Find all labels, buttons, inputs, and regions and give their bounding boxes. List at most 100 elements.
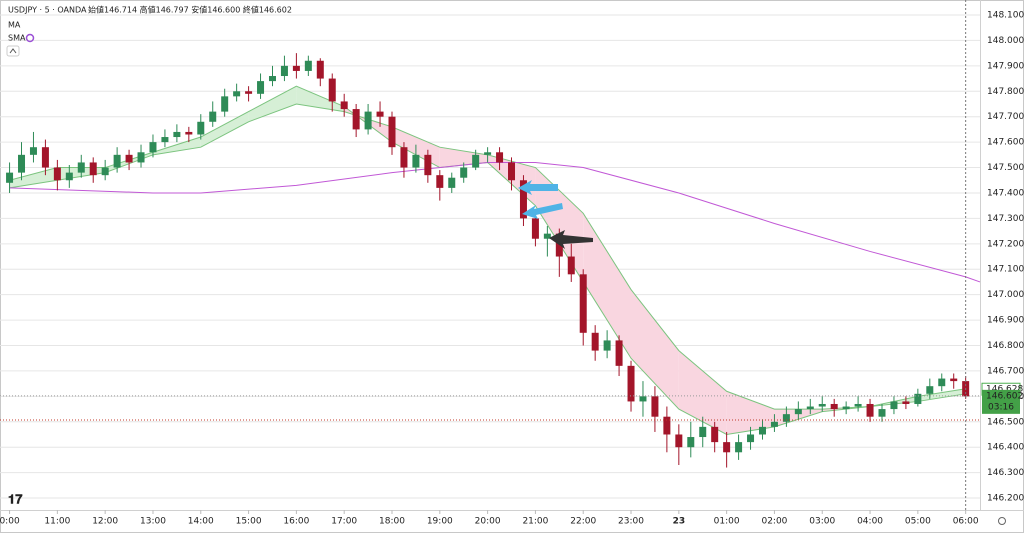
candle-body	[627, 365, 635, 402]
candle-body	[651, 396, 659, 417]
candle-body	[830, 403, 838, 410]
collapse-icon	[9, 48, 17, 54]
indicator-line	[9, 161, 981, 283]
indicator-label[interactable]: MA	[8, 21, 21, 30]
y-tick-label: 146.200	[987, 494, 1024, 504]
x-tick-label: 04:00	[857, 517, 883, 527]
x-tick-label: 01:00	[714, 517, 740, 527]
candle-body	[352, 109, 360, 130]
y-tick-label: 146.400	[987, 443, 1024, 453]
candle-body	[508, 162, 516, 181]
candle-body	[938, 378, 946, 387]
x-tick-label: 21:00	[522, 517, 548, 527]
candle-body	[758, 426, 766, 435]
y-tick-label: 146.800	[987, 341, 1024, 351]
x-tick-label: 20:00	[475, 517, 501, 527]
y-tick-label: 146.900	[987, 316, 1024, 326]
y-tick-label: 147.800	[987, 87, 1024, 97]
candle-body	[101, 167, 109, 176]
collapse-button[interactable]	[6, 45, 20, 57]
candle-body	[472, 154, 480, 168]
price-tag-label: 146.628	[986, 385, 1023, 395]
ribbon-fill	[583, 213, 632, 359]
candle-body	[316, 60, 324, 79]
indicator-label[interactable]: SMA	[8, 34, 26, 43]
candle-body	[615, 340, 623, 366]
settings-button[interactable]	[998, 517, 1006, 525]
indicator-icon[interactable]	[25, 33, 35, 43]
x-tick-label: 03:00	[809, 517, 835, 527]
candle-body	[902, 401, 910, 404]
candle-body	[687, 437, 695, 448]
candle-body	[18, 154, 26, 173]
y-tick-label: 147.500	[987, 163, 1024, 173]
y-tick-label: 146.500	[987, 417, 1024, 427]
ribbon-fill	[248, 86, 297, 122]
candle-body	[950, 378, 958, 382]
candle-body	[268, 76, 276, 82]
y-tick-label: 147.000	[987, 290, 1024, 300]
y-tick-label: 147.300	[987, 214, 1024, 224]
x-tick-label: 0:00	[0, 517, 20, 527]
candle-body	[699, 426, 707, 438]
y-tick-label: 147.400	[987, 188, 1024, 198]
candle-body	[41, 147, 49, 168]
candle-body	[639, 396, 647, 402]
candle-body	[412, 154, 420, 168]
candle-body	[376, 111, 384, 117]
candle-body	[782, 414, 790, 422]
candle-body	[280, 65, 288, 77]
x-tick-label: 19:00	[427, 517, 453, 527]
last-price-label: 146.602	[986, 391, 1023, 401]
candle-body	[233, 91, 241, 97]
candle-body	[364, 111, 372, 130]
candle-body	[603, 340, 611, 351]
candle-body	[304, 60, 312, 71]
candle-body	[890, 401, 898, 410]
candle-body	[424, 154, 432, 176]
ohlc-label: 始値146.714 高値146.797 安値146.600 終値146.602	[88, 5, 292, 15]
candle-body	[65, 172, 73, 181]
candle-body	[663, 416, 671, 435]
x-tick-label: 22:00	[570, 517, 596, 527]
candle-body	[149, 142, 157, 153]
candle-body	[866, 403, 874, 417]
symbol-label: USDJPY · 5 · OANDA	[8, 6, 87, 15]
x-tick-label: 18:00	[379, 517, 405, 527]
y-tick-label: 147.700	[987, 112, 1024, 122]
logo: 𝟏𝟕	[8, 493, 23, 508]
x-tick-label: 06:00	[953, 517, 979, 527]
candle-body	[77, 162, 85, 173]
candle-body	[400, 147, 408, 168]
arrow	[522, 203, 563, 219]
candle-body	[735, 442, 743, 453]
candle-body	[591, 332, 599, 351]
candle-body	[747, 434, 755, 443]
candle-body	[878, 409, 886, 417]
y-tick-label: 148.000	[987, 36, 1024, 46]
candle-body	[531, 218, 539, 239]
candle-body	[818, 403, 826, 407]
candle-body	[137, 152, 145, 163]
candle-body	[806, 406, 814, 410]
candle-body	[125, 154, 133, 163]
x-tick-label: 15:00	[236, 517, 262, 527]
candle-body	[579, 274, 587, 333]
y-tick-label: 147.100	[987, 265, 1024, 275]
candle-body	[842, 406, 850, 410]
candle-body	[926, 386, 934, 394]
grid: 148.100 148.000 147.900 147.800 147.700 147.6…	[0, 11, 1024, 527]
candle-body	[794, 409, 802, 415]
candle-body	[185, 131, 193, 135]
candle-body	[448, 177, 456, 188]
x-tick-label: 02:00	[761, 517, 787, 527]
candle-body	[388, 116, 396, 148]
candle-body	[328, 78, 336, 102]
ribbon-fill	[200, 111, 249, 148]
x-tick-label: 12:00	[92, 517, 118, 527]
candle-body	[197, 121, 205, 135]
candle-body	[292, 65, 300, 71]
x-tick-label: 23	[673, 517, 686, 527]
